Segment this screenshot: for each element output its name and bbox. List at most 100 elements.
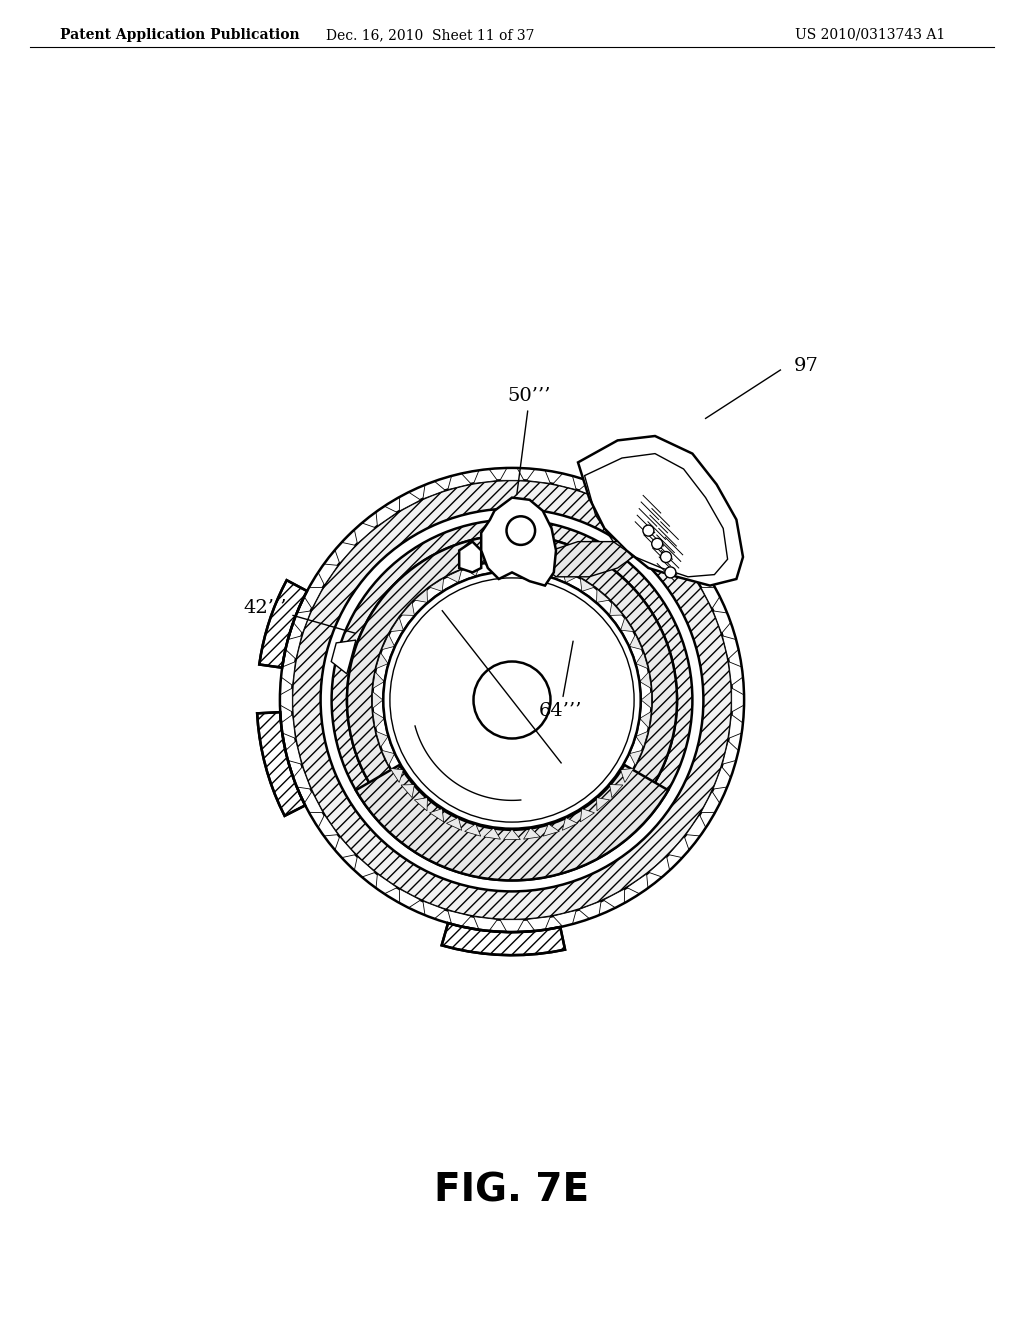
Polygon shape <box>627 874 648 894</box>
Polygon shape <box>318 564 338 585</box>
Polygon shape <box>281 661 295 685</box>
Wedge shape <box>355 764 669 880</box>
Polygon shape <box>609 784 623 797</box>
Polygon shape <box>423 482 445 499</box>
Polygon shape <box>401 602 415 615</box>
Polygon shape <box>304 792 323 813</box>
Polygon shape <box>603 888 625 908</box>
Polygon shape <box>331 640 356 673</box>
Polygon shape <box>562 570 578 582</box>
Polygon shape <box>446 570 462 582</box>
Polygon shape <box>627 506 648 525</box>
Polygon shape <box>669 837 689 858</box>
Polygon shape <box>354 857 375 876</box>
Polygon shape <box>578 436 743 586</box>
Polygon shape <box>447 911 471 927</box>
Polygon shape <box>286 741 302 764</box>
Polygon shape <box>669 543 689 564</box>
Polygon shape <box>429 578 443 591</box>
Polygon shape <box>609 602 623 615</box>
Polygon shape <box>354 523 375 544</box>
Polygon shape <box>701 587 720 609</box>
Polygon shape <box>640 711 651 729</box>
Polygon shape <box>390 618 403 632</box>
Circle shape <box>507 516 536 545</box>
Polygon shape <box>318 814 338 836</box>
Circle shape <box>383 572 641 829</box>
Polygon shape <box>581 809 595 822</box>
Polygon shape <box>597 589 609 602</box>
Circle shape <box>473 661 551 738</box>
Polygon shape <box>701 792 720 813</box>
Text: 97: 97 <box>794 356 818 375</box>
Polygon shape <box>257 713 305 816</box>
Polygon shape <box>415 797 427 810</box>
Polygon shape <box>630 750 642 766</box>
Polygon shape <box>713 767 731 789</box>
Polygon shape <box>713 611 731 634</box>
Polygon shape <box>415 589 427 602</box>
Polygon shape <box>579 902 601 919</box>
Polygon shape <box>376 506 397 525</box>
Polygon shape <box>484 561 501 572</box>
Polygon shape <box>293 611 311 634</box>
Polygon shape <box>446 817 462 830</box>
Polygon shape <box>686 814 706 836</box>
Text: 64’’’: 64’’’ <box>539 642 583 719</box>
Polygon shape <box>504 561 520 570</box>
Polygon shape <box>382 635 394 649</box>
Polygon shape <box>376 874 397 894</box>
Polygon shape <box>729 661 743 685</box>
Circle shape <box>643 525 654 536</box>
Polygon shape <box>286 636 302 659</box>
Polygon shape <box>630 635 642 649</box>
Polygon shape <box>597 797 609 810</box>
Polygon shape <box>401 784 415 797</box>
Text: Dec. 16, 2010  Sheet 11 of 37: Dec. 16, 2010 Sheet 11 of 37 <box>326 28 535 42</box>
Polygon shape <box>423 902 445 919</box>
Polygon shape <box>335 837 355 858</box>
Polygon shape <box>399 492 421 511</box>
Polygon shape <box>636 652 648 669</box>
Polygon shape <box>641 692 651 709</box>
Polygon shape <box>373 711 384 729</box>
Polygon shape <box>640 672 651 689</box>
Polygon shape <box>526 469 550 483</box>
Polygon shape <box>481 498 556 586</box>
Polygon shape <box>523 828 540 840</box>
Polygon shape <box>621 618 634 632</box>
Polygon shape <box>447 474 471 490</box>
Polygon shape <box>579 482 601 499</box>
Polygon shape <box>649 857 670 876</box>
Polygon shape <box>686 564 706 585</box>
Polygon shape <box>373 692 383 709</box>
Circle shape <box>660 552 672 562</box>
Text: US 2010/0313743 A1: US 2010/0313743 A1 <box>795 28 945 42</box>
Polygon shape <box>259 581 307 668</box>
Polygon shape <box>390 768 403 783</box>
Polygon shape <box>376 652 388 669</box>
Polygon shape <box>523 561 540 572</box>
Polygon shape <box>474 469 498 483</box>
Polygon shape <box>376 731 388 747</box>
Polygon shape <box>553 474 577 490</box>
Polygon shape <box>293 767 311 789</box>
Polygon shape <box>373 672 384 689</box>
Polygon shape <box>553 911 577 927</box>
Wedge shape <box>292 480 732 920</box>
Polygon shape <box>722 636 738 659</box>
Text: 50’’’: 50’’’ <box>508 387 551 495</box>
Polygon shape <box>281 714 295 738</box>
Circle shape <box>651 539 663 549</box>
Polygon shape <box>280 688 292 711</box>
Polygon shape <box>562 817 578 830</box>
Text: Patent Application Publication: Patent Application Publication <box>60 28 300 42</box>
Polygon shape <box>459 541 481 573</box>
Polygon shape <box>545 541 633 577</box>
Polygon shape <box>732 688 744 711</box>
Wedge shape <box>332 520 692 880</box>
Circle shape <box>665 566 676 578</box>
Polygon shape <box>465 824 480 836</box>
Polygon shape <box>544 824 559 836</box>
Polygon shape <box>649 523 670 544</box>
